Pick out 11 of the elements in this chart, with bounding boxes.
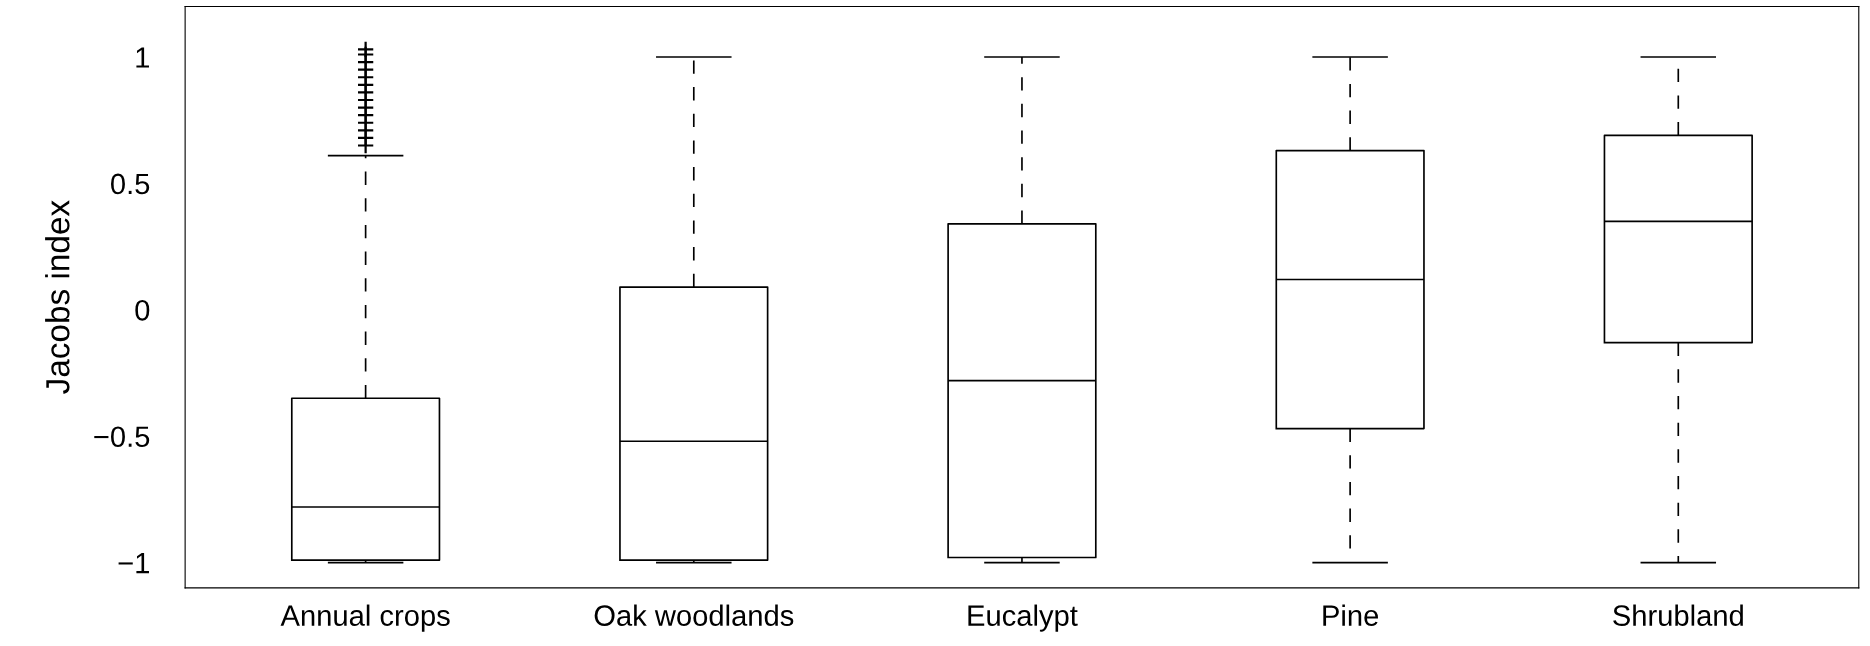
x-tick-label: Eucalypt (968, 604, 1078, 632)
x-tick-label: Pine (1323, 604, 1379, 626)
y-tick-label: 1 (136, 47, 149, 68)
y-tick-label: −1 (118, 553, 149, 574)
y-axis-title: Jacobs index (45, 200, 70, 394)
x-tick-label: Shrubland (1613, 604, 1743, 626)
y-tick-label: 0.5 (111, 173, 150, 195)
x-tick-label: Oak woodlands (594, 604, 794, 626)
x-tick-label: Annual crops (280, 604, 450, 632)
y-tick-label: 0 (135, 300, 150, 321)
y-tick-label: −0.5 (94, 426, 150, 448)
